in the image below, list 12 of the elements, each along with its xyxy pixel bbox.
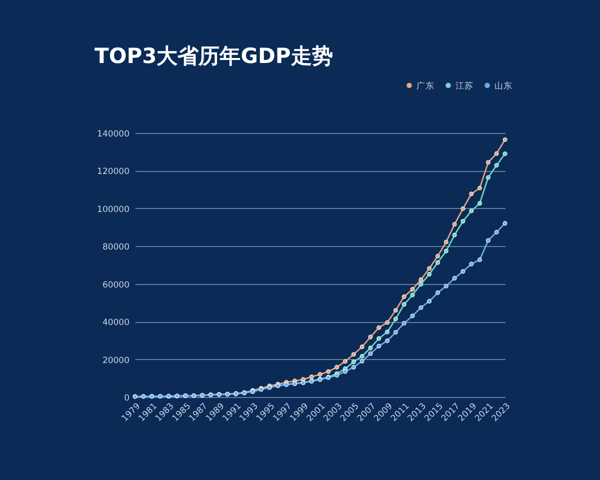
y-tick-label: 0 <box>124 394 130 404</box>
chart-title: TOP3大省历年GDP走势 <box>94 44 333 68</box>
y-tick-label: 100000 <box>97 204 130 215</box>
legend-label: 江苏 <box>456 80 474 92</box>
legend-label: 山东 <box>494 80 512 92</box>
y-tick-label: 140000 <box>97 130 130 140</box>
y-tick-label: 20000 <box>102 356 130 366</box>
y-tick-label: 40000 <box>102 318 130 328</box>
y-tick-label: 60000 <box>102 280 130 290</box>
y-tick-label: 80000 <box>102 242 130 253</box>
legend-label: 广东 <box>416 80 434 92</box>
y-tick-label: 120000 <box>97 167 130 178</box>
